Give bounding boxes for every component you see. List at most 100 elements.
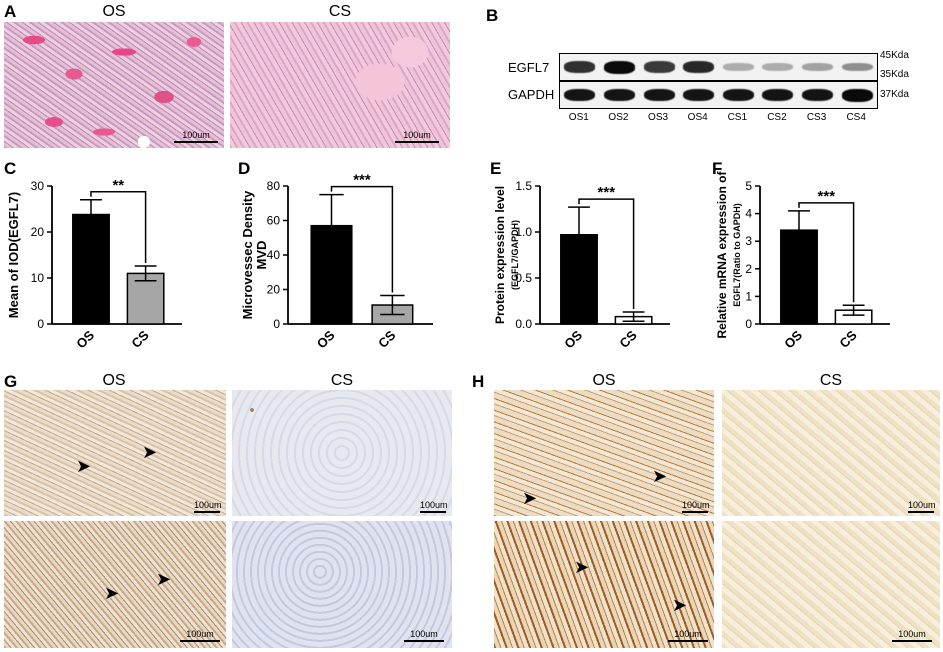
wb-band — [762, 63, 794, 71]
wb-row-label-gapdh: GAPDH — [508, 87, 555, 102]
y-tick-label: 80 — [267, 179, 281, 193]
ihc-egfl7-os-image-low: ➤ ➤ 100um — [4, 390, 226, 516]
panel-a-header-os: OS — [102, 3, 126, 20]
wb-row-label-egfl7: EGFL7 — [508, 60, 550, 75]
panel-a-header-cs: CS — [328, 3, 352, 20]
bar — [72, 213, 110, 325]
y-tick-label: 0 — [37, 317, 44, 331]
y-tick-label: 0 — [273, 317, 280, 331]
wb-lane-label: CS3 — [806, 112, 827, 123]
ihc-egfl7-os-image-high: ➤ ➤ 100um — [4, 521, 226, 648]
wb-lane-label: OS4 — [687, 112, 708, 123]
wb-band — [643, 61, 675, 73]
wb-band — [722, 88, 754, 102]
wb-lane-label: OS1 — [568, 112, 589, 123]
y-tick-label: 1.5 — [515, 179, 532, 193]
panel-g-header-os: OS — [102, 372, 126, 389]
ihc-egfl7-cs-image-low: 100um — [232, 390, 452, 516]
wb-lane-label: CS1 — [727, 112, 748, 123]
panel-label-g: G — [4, 372, 18, 391]
x-tick-label: CS — [616, 327, 640, 351]
wb-band — [841, 62, 873, 72]
wb-band — [802, 62, 833, 72]
y-tick-label: 0.5 — [515, 271, 532, 285]
y-axis-label-2: EGFL7(Ratio to GAPDH) — [732, 203, 742, 307]
scale-bar: 100um — [420, 500, 448, 513]
ihc-cd34-cs-image-high: 100um — [722, 521, 940, 648]
wb-band — [683, 60, 715, 74]
panel-label-d: D — [238, 160, 250, 178]
wb-lane-label: OS2 — [608, 112, 629, 123]
wb-lane-label: OS3 — [648, 112, 669, 123]
wb-band — [722, 63, 754, 71]
scale-bar: 100um — [668, 629, 708, 642]
marker-37kda: 37Kda — [880, 89, 909, 100]
y-tick-label: 1.0 — [515, 225, 532, 239]
y-axis-label-2: (EGFL7/GAPDH) — [510, 220, 520, 290]
ihc-egfl7-cs-image-high: 100um — [232, 521, 452, 648]
scale-bar: 100um — [194, 500, 222, 513]
significance-bracket — [798, 202, 855, 303]
wb-band — [603, 88, 635, 102]
wb-band — [564, 88, 596, 102]
wb-band — [603, 60, 635, 74]
he-stain-cs-image: 100um — [230, 22, 450, 148]
significance-stars: ** — [112, 177, 124, 194]
significance-stars: *** — [818, 188, 836, 205]
y-tick-label: 10 — [31, 271, 45, 285]
significance-bracket — [578, 198, 635, 310]
x-tick-label: CS — [128, 327, 152, 351]
significance-bracket — [90, 191, 147, 264]
scale-bar: 100um — [180, 629, 220, 642]
arrow-icon: ➤ — [652, 466, 668, 486]
y-axis-label: Relative mRNA expression of — [715, 171, 729, 339]
significance-bracket — [330, 185, 394, 293]
bar — [780, 229, 818, 325]
scale-bar: 100um — [404, 629, 444, 642]
wb-lane-label: CS4 — [846, 112, 866, 123]
x-tick-label: OS — [781, 327, 805, 351]
wb-band — [841, 88, 873, 102]
arrow-icon: ➤ — [522, 488, 538, 508]
wb-band — [802, 88, 833, 102]
y-tick-label: 60 — [267, 214, 281, 228]
ihc-cd34-os-image-high: ➤ ➤ 100um — [494, 521, 714, 648]
western-blot-egfl7 — [559, 53, 878, 81]
marker-45kda: 45Kda — [880, 50, 909, 61]
x-tick-label: CS — [836, 327, 860, 351]
scale-bar: 100um — [682, 500, 710, 513]
wb-band — [683, 88, 715, 102]
y-tick-label: 1 — [745, 289, 752, 303]
significance-stars: *** — [353, 172, 371, 189]
scale-bar: 100um — [908, 500, 936, 513]
y-tick-label: 30 — [31, 179, 45, 193]
x-tick-label: OS — [314, 327, 338, 351]
panel-label-b: B — [486, 6, 499, 25]
panel-label-f: F — [712, 160, 722, 178]
y-tick-label: 20 — [267, 283, 281, 297]
y-axis-label: MVD — [254, 241, 269, 270]
y-tick-label: 2 — [745, 262, 752, 276]
panel-label-e: E — [490, 160, 501, 178]
y-tick-label: 0 — [745, 317, 752, 331]
arrow-icon: ➤ — [76, 456, 92, 476]
x-tick-label: CS — [375, 327, 399, 351]
y-tick-label: 40 — [267, 248, 281, 262]
marker-35kda: 35Kda — [880, 69, 909, 80]
panel-label-a: A — [4, 2, 17, 21]
significance-stars: *** — [598, 184, 616, 201]
arrow-icon: ➤ — [574, 557, 590, 577]
wb-band — [564, 61, 596, 73]
ihc-cd34-cs-image-low: 100um — [722, 390, 940, 516]
y-axis-label: Protein expression level — [493, 186, 507, 324]
wb-lane-label: CS2 — [767, 112, 787, 123]
arrow-icon: ➤ — [104, 583, 120, 603]
wb-band — [643, 88, 675, 102]
he-stain-os-image: 100um — [4, 22, 224, 148]
western-blot-gapdh — [559, 81, 878, 109]
arrow-icon: ➤ — [672, 595, 688, 615]
panel-h-header-os: OS — [592, 372, 616, 389]
x-tick-label: OS — [561, 327, 585, 351]
x-tick-label: OS — [73, 327, 97, 351]
